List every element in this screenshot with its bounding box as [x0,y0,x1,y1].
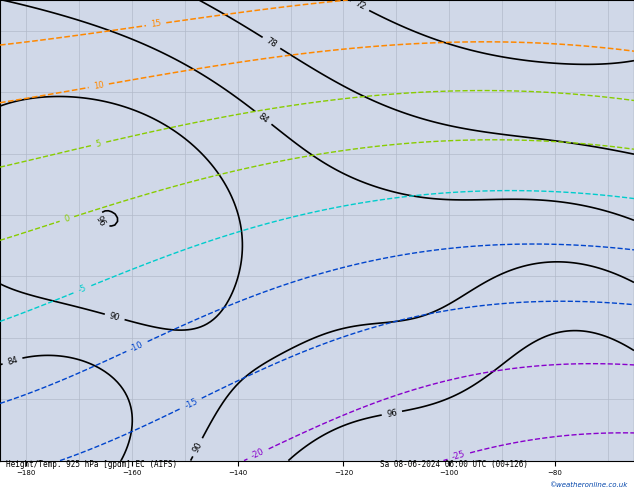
Text: Height/Temp. 925 hPa [gpdm] EC (AIFS): Height/Temp. 925 hPa [gpdm] EC (AIFS) [6,461,178,469]
Text: -10: -10 [129,340,145,353]
Text: 10: 10 [93,80,105,91]
Text: 96: 96 [386,408,398,418]
Text: 96: 96 [94,215,107,228]
Text: 90: 90 [108,311,121,322]
Text: Sa 08-06-2024 06:00 UTC (00+126): Sa 08-06-2024 06:00 UTC (00+126) [380,461,528,469]
Text: 84: 84 [256,111,270,124]
Text: -5: -5 [77,283,88,295]
Text: 90: 90 [191,441,204,454]
Text: 78: 78 [264,36,278,49]
Text: -15: -15 [183,396,199,411]
Text: 84: 84 [6,355,19,367]
Text: -20: -20 [250,447,266,461]
Text: 0: 0 [63,214,71,224]
Text: 5: 5 [95,139,102,149]
Text: 72: 72 [353,0,367,12]
Text: 15: 15 [150,19,162,29]
Text: -25: -25 [451,450,467,462]
Text: ©weatheronline.co.uk: ©weatheronline.co.uk [550,482,628,488]
